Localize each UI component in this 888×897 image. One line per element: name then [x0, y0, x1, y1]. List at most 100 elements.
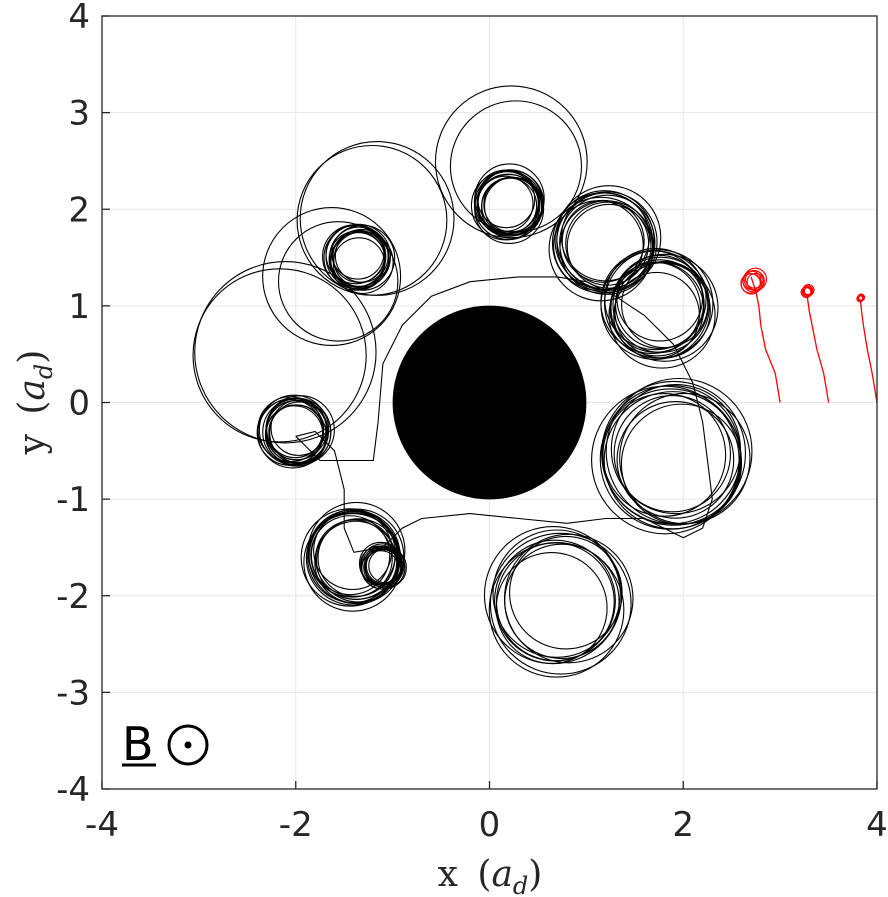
gyro-loop [503, 533, 634, 664]
y-tick-label: 2 [68, 190, 90, 230]
y-tick-label: 3 [68, 94, 90, 134]
gyro-loop [449, 100, 583, 233]
x-tick-label: 4 [866, 805, 888, 845]
field-out-of-page-dot-icon [184, 741, 192, 749]
gyro-cluster [483, 525, 634, 678]
gyro-loop [257, 397, 328, 469]
gyro-loop [325, 224, 386, 285]
gyro-loop [489, 532, 632, 675]
gyro-loop [560, 192, 650, 282]
gyro-loop [360, 543, 405, 588]
plot-area [192, 85, 878, 678]
y-axis-label: y (ad) [12, 350, 58, 456]
gyro-loop [266, 400, 325, 459]
gyro-loop [308, 508, 405, 605]
gyro-cluster [296, 141, 455, 296]
gyro-loop [277, 221, 399, 342]
x-axis-label-var: x [438, 854, 458, 895]
gyro-loop [554, 190, 655, 291]
red-gyro-loop [800, 286, 813, 299]
red-trajectory [740, 267, 781, 403]
gyro-loop [333, 231, 390, 288]
gyro-loop [602, 392, 727, 517]
gyro-loop [604, 247, 707, 351]
gyro-cluster [434, 85, 588, 239]
x-tick-label: -4 [85, 805, 119, 845]
x-axis-label-unit: a [491, 854, 512, 895]
magnetic-field-annotation: B [122, 717, 209, 771]
gyro-cluster [262, 206, 402, 346]
gyro-loop [477, 175, 534, 232]
gyro-loop [194, 261, 377, 444]
gyro-loop [610, 253, 719, 362]
x-axis-label: x (ad) [438, 854, 543, 897]
red-trajectory-path [806, 296, 830, 403]
y-tick-label: 4 [68, 0, 90, 37]
gyro-loop [612, 256, 709, 354]
red-gyro-loop [802, 284, 815, 297]
y-tick-label: -4 [56, 770, 90, 810]
gyro-loop [361, 545, 406, 590]
red-trajectory-path [859, 300, 878, 403]
gyro-loop [600, 250, 711, 361]
x-axis-label-close-paren: ) [528, 854, 542, 895]
gyro-cluster [322, 223, 396, 294]
gyro-cluster [591, 377, 753, 535]
y-axis-label-close-paren: ) [12, 350, 53, 364]
field-out-of-page-icon [167, 724, 209, 766]
gyro-loop [365, 547, 403, 585]
gyro-loop [474, 174, 545, 245]
gyro-loop [269, 401, 332, 464]
gyro-loop [565, 201, 650, 286]
y-ticks: -4 -3 -2 -1 0 1 2 3 4 [56, 0, 110, 810]
red-gyro-loop [856, 295, 864, 303]
x-axis-label-open-paren: ( [477, 854, 491, 895]
y-tick-label: -1 [56, 480, 90, 520]
gyro-cluster [256, 394, 335, 469]
y-tick-label: -2 [56, 577, 90, 617]
gyro-loop [601, 385, 742, 525]
red-gyro-loop [743, 267, 768, 291]
y-axis-label-unit: a [12, 379, 53, 400]
gyro-loop [566, 203, 652, 289]
y-tick-label: 1 [68, 287, 90, 327]
y-axis-label-unit-sub: d [30, 364, 58, 379]
red-trajectory-path [750, 276, 781, 403]
gyro-loop [604, 249, 714, 359]
gyro-loop [509, 535, 623, 650]
gyro-loop [614, 262, 711, 359]
gyro-loop [620, 403, 743, 525]
gyro-loop [599, 388, 742, 530]
central-disk [392, 305, 587, 500]
x-tick-label: -2 [279, 805, 313, 845]
x-tick-label: 0 [479, 805, 501, 845]
gyro-loop [492, 529, 621, 658]
gyro-cluster [358, 541, 407, 590]
gyro-loop [473, 169, 539, 235]
x-tick-label: 2 [672, 805, 694, 845]
gyro-loop [601, 380, 747, 526]
guiding-center-path [295, 276, 713, 553]
y-tick-label: 0 [68, 384, 90, 424]
gyro-loop [368, 548, 404, 584]
gyro-loop [591, 385, 740, 535]
gyro-loop [434, 85, 588, 239]
x-ticks: -4 -2 0 2 4 [85, 781, 888, 845]
gyro-loop [553, 200, 644, 291]
y-axis-label-open-paren: ( [12, 401, 53, 415]
gyro-cluster [300, 501, 406, 612]
red-trajectory [856, 293, 878, 403]
red-gyro-loop [857, 293, 866, 302]
gyro-loop [608, 261, 716, 369]
red-gyro-loop [801, 285, 814, 297]
gyro-loop [613, 394, 732, 513]
gyro-loop [488, 541, 625, 678]
gyro-loop [559, 194, 656, 292]
gyro-loop [616, 254, 704, 342]
gyro-loop [480, 177, 543, 239]
gyro-loop [262, 206, 402, 346]
red-trajectory [800, 284, 830, 403]
x-axis-label-unit-sub: d [513, 872, 528, 897]
y-tick-label: -3 [56, 673, 90, 713]
